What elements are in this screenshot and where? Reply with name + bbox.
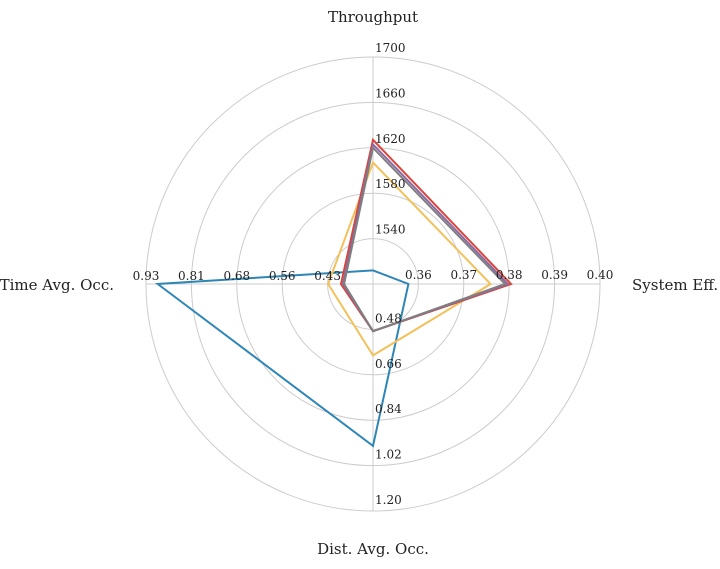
tick-label: 0.36 [405,268,432,282]
tick-label: 1540 [375,223,406,237]
axis-label: Dist. Avg. Occ. [317,540,429,558]
tick-label: 0.40 [587,268,614,282]
tick-label: 0.93 [133,269,160,283]
tick-label: 0.43 [314,269,341,283]
tick-label: 0.39 [541,268,568,282]
tick-label: 1580 [375,177,406,191]
series-polygon-3 [339,137,513,333]
radar-series [154,137,513,448]
axis-label: System Eff. [632,276,718,294]
tick-label: 0.38 [496,268,523,282]
tick-label: 0.56 [269,269,296,283]
series-polygon-1 [154,269,410,448]
tick-label: 1660 [375,86,406,100]
tick-label: 0.37 [450,268,477,282]
tick-label: 0.81 [178,269,205,283]
tick-label: 1.02 [375,448,402,462]
radar-labels: 1540 1580 1620 1660 1700 0.36 0.37 0.38 0.39 0.40… [0,8,718,558]
tick-label: 0.48 [375,311,402,325]
tick-label: 0.66 [375,357,402,371]
series-polygon-5 [343,145,507,333]
axis-label: Throughput [328,8,418,26]
tick-label: 0.68 [223,269,250,283]
tick-label: 1620 [375,132,406,146]
tick-label: 1.20 [375,493,402,507]
series-polygon-2 [327,160,493,357]
axis-label: Time Avg. Occ. [0,276,114,294]
tick-label: 1700 [375,41,406,55]
tick-label: 0.84 [375,402,402,416]
